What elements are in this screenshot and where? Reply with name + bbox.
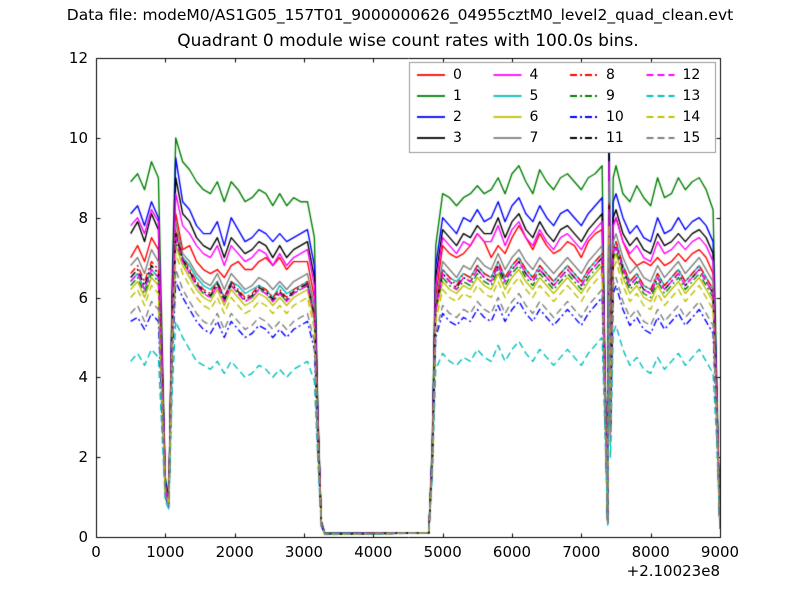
plot-canvas[interactable] [0, 0, 800, 600]
matplotlib-figure: Data file: modeM0/AS1G05_157T01_90000006… [0, 0, 800, 600]
